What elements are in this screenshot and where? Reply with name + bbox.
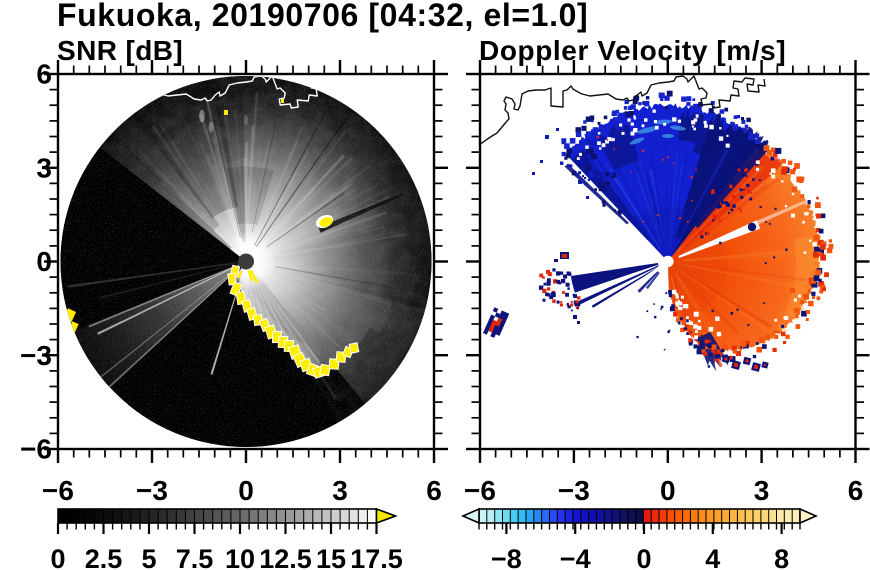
- svg-text:3: 3: [36, 152, 52, 183]
- svg-text:7.5: 7.5: [176, 544, 214, 570]
- svg-text:−6: −6: [20, 434, 52, 465]
- svg-text:6: 6: [426, 475, 442, 506]
- svg-text:0: 0: [660, 475, 676, 506]
- svg-text:−3: −3: [558, 475, 590, 506]
- svg-text:10: 10: [225, 544, 255, 570]
- svg-text:−6: −6: [464, 475, 496, 506]
- svg-text:6: 6: [36, 59, 52, 90]
- svg-text:SNR [dB]: SNR [dB]: [57, 35, 183, 66]
- svg-text:0: 0: [50, 544, 65, 570]
- svg-text:−6: −6: [42, 475, 74, 506]
- svg-text:4: 4: [705, 544, 720, 570]
- svg-text:Doppler Velocity [m/s]: Doppler Velocity [m/s]: [479, 35, 786, 66]
- svg-text:0: 0: [36, 246, 52, 277]
- svg-text:3: 3: [754, 475, 770, 506]
- svg-text:0: 0: [238, 475, 254, 506]
- svg-text:6: 6: [848, 475, 864, 506]
- svg-text:2.5: 2.5: [85, 544, 123, 570]
- svg-text:17.5: 17.5: [350, 544, 403, 570]
- svg-text:−8: −8: [491, 544, 522, 570]
- svg-text:12.5: 12.5: [259, 544, 312, 570]
- svg-text:15: 15: [316, 544, 346, 570]
- svg-text:3: 3: [332, 475, 348, 506]
- svg-text:−3: −3: [20, 340, 52, 371]
- svg-text:8: 8: [774, 544, 789, 570]
- svg-text:−3: −3: [136, 475, 168, 506]
- svg-text:5: 5: [141, 544, 156, 570]
- svg-text:−4: −4: [560, 544, 591, 570]
- svg-text:Fukuoka, 20190706 [04:32, el=1: Fukuoka, 20190706 [04:32, el=1.0]: [57, 0, 588, 33]
- svg-text:0: 0: [636, 544, 651, 570]
